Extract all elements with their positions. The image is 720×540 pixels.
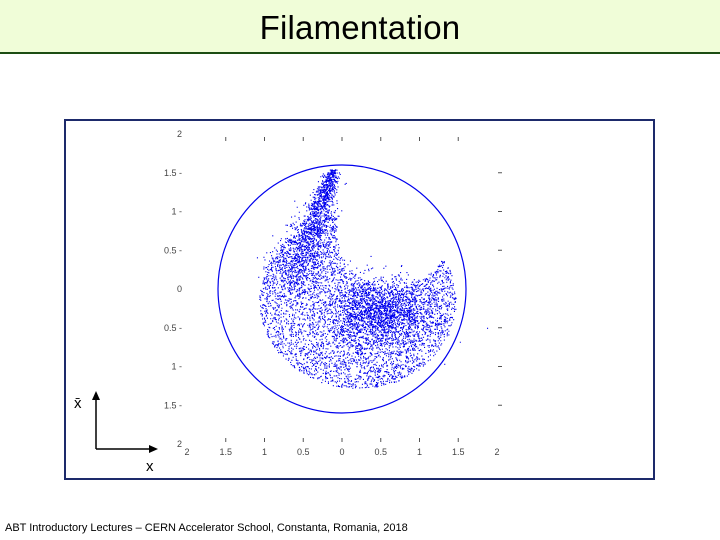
axis-indicator: x̄ x	[74, 391, 158, 475]
y-tick-label: 2	[177, 439, 182, 449]
x-tick-label: 0.5	[297, 447, 310, 457]
slide-title: Filamentation	[259, 9, 461, 46]
y-tick-label: 0.5 -	[164, 323, 182, 333]
y-tick-label: 1.5 -	[164, 400, 182, 410]
right-top-ticks	[225, 137, 502, 442]
y-axis-ticks: 2 1.5 - 1 - 0.5 - 0 0.5 - 1 - 1.5 - 2	[164, 129, 182, 449]
x-tick-label: 2	[184, 447, 189, 457]
y-tick-label: 1 -	[171, 207, 182, 217]
x-axis-ticks: 2 1.5 1 0.5 0 0.5 1 1.5 2	[184, 447, 499, 457]
particle-dots	[256, 169, 489, 389]
x-tick-label: 1	[262, 447, 267, 457]
particle-cloud	[256, 169, 489, 389]
x-tick-label: 1	[417, 447, 422, 457]
y-tick-label: 1 -	[171, 362, 182, 372]
ylabel: x̄	[74, 395, 82, 412]
y-tick-label: 2	[177, 129, 182, 139]
title-bar: Filamentation	[0, 0, 720, 54]
y-tick-label: 0.5 -	[164, 245, 182, 255]
x-tick-label: 0	[339, 447, 344, 457]
emittance-ring	[217, 164, 467, 414]
x-tick-label: 2	[494, 447, 499, 457]
x-tick-label: 1.5	[219, 447, 232, 457]
y-tick-label: 1.5 -	[164, 168, 182, 178]
footer-text: ABT Introductory Lectures – CERN Acceler…	[5, 522, 408, 534]
right-arrow-icon	[149, 445, 158, 453]
xlabel: x	[146, 458, 154, 475]
x-tick-label: 1.5	[452, 447, 465, 457]
x-tick-label: 0.5	[374, 447, 387, 457]
up-arrow-icon	[92, 391, 100, 400]
y-tick-label: 0	[177, 284, 182, 294]
figure-frame	[64, 119, 655, 480]
